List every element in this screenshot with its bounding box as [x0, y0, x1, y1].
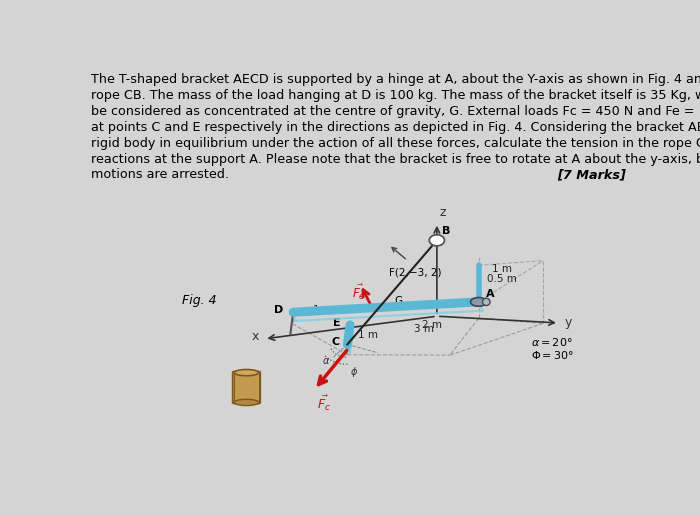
Text: z: z — [440, 206, 446, 219]
Text: 2 m: 2 m — [421, 320, 442, 330]
Ellipse shape — [482, 298, 490, 305]
Circle shape — [429, 235, 444, 246]
Text: 0.5 m: 0.5 m — [486, 274, 517, 284]
Text: F(2,−3, 2): F(2,−3, 2) — [389, 268, 441, 278]
Text: 1 m: 1 m — [313, 304, 332, 315]
Text: $\phi$: $\phi$ — [350, 365, 358, 379]
Text: at points C and E respectively in the directions as depicted in Fig. 4. Consider: at points C and E respectively in the di… — [91, 121, 700, 134]
Text: 3 m: 3 m — [414, 324, 433, 333]
Text: be considered as concentrated at the centre of gravity, G. External loads Fc = 4: be considered as concentrated at the cen… — [91, 105, 700, 118]
Text: 1 m: 1 m — [492, 264, 512, 275]
Text: G: G — [395, 296, 402, 306]
Ellipse shape — [234, 399, 259, 406]
Text: $\Phi=30°$: $\Phi=30°$ — [531, 349, 574, 361]
Text: B: B — [442, 227, 451, 236]
Text: $\vec{F_e}$: $\vec{F_e}$ — [351, 283, 365, 302]
Text: A: A — [486, 289, 494, 299]
Text: rope CB. The mass of the load hanging at D is 100 kg. The mass of the bracket it: rope CB. The mass of the load hanging at… — [91, 89, 700, 102]
Text: Fig. 4: Fig. 4 — [183, 294, 217, 308]
Text: $\alpha$: $\alpha$ — [322, 357, 330, 366]
Text: The T-shaped bracket AECD is supported by a hinge at A, about the Y-axis as show: The T-shaped bracket AECD is supported b… — [91, 73, 700, 86]
Text: $\vec{F_c}$: $\vec{F_c}$ — [317, 394, 331, 413]
Text: C: C — [331, 337, 340, 347]
Text: x: x — [251, 330, 259, 343]
Ellipse shape — [470, 298, 486, 307]
Text: reactions at the support A. Please note that the bracket is free to rotate at A : reactions at the support A. Please note … — [91, 153, 700, 166]
Ellipse shape — [234, 369, 259, 376]
Text: rigid body in equilibrium under the action of all these forces, calculate the te: rigid body in equilibrium under the acti… — [91, 137, 700, 150]
Text: $\alpha= 20°$: $\alpha= 20°$ — [531, 336, 573, 348]
Text: D: D — [274, 305, 284, 315]
FancyBboxPatch shape — [232, 372, 260, 404]
Text: y: y — [564, 316, 572, 329]
Text: 1 m: 1 m — [358, 330, 379, 340]
Text: [7 Marks]: [7 Marks] — [557, 168, 626, 182]
Text: E: E — [332, 318, 340, 328]
Text: motions are arrested.: motions are arrested. — [91, 168, 230, 182]
